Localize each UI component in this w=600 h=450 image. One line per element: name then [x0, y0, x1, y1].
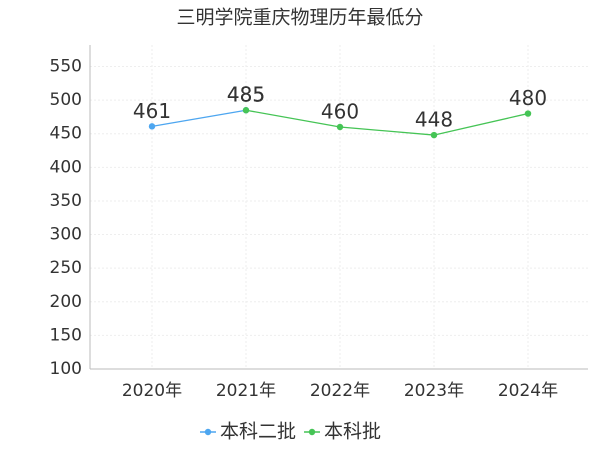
- legend-label: 本科批: [324, 421, 381, 443]
- point: [430, 131, 438, 139]
- legend-marker: [308, 428, 316, 436]
- data-label: 460: [321, 100, 359, 124]
- data-label: 480: [509, 86, 547, 110]
- y-tick-label: 250: [50, 258, 82, 278]
- series-line: [151, 109, 247, 127]
- y-tick-label: 400: [50, 157, 82, 177]
- chart-title: 三明学院重庆物理历年最低分: [176, 7, 423, 29]
- data-label: 448: [415, 108, 453, 132]
- legend-label: 本科二批: [220, 421, 296, 443]
- y-tick-label: 350: [50, 191, 82, 211]
- y-tick-label: 550: [50, 57, 82, 77]
- y-tick-label: 200: [50, 292, 82, 312]
- x-tick-label: 2020年: [122, 381, 182, 401]
- x-tick-label: 2022年: [310, 381, 370, 401]
- data-label: 461: [133, 99, 171, 123]
- point: [524, 110, 532, 117]
- series-line: [245, 109, 529, 136]
- y-tick-label: 300: [50, 225, 82, 245]
- x-tick-label: 2023年: [404, 381, 464, 401]
- point: [336, 123, 344, 131]
- y-tick-label: 150: [50, 325, 82, 345]
- x-tick-label: 2021年: [216, 381, 276, 401]
- y-tick-label: 100: [50, 359, 82, 379]
- point: [148, 123, 156, 130]
- y-tick-label: 450: [50, 124, 82, 144]
- data-label: 485: [227, 83, 265, 107]
- y-tick-label: 500: [50, 90, 82, 110]
- point: [242, 107, 250, 114]
- data-label: 485: [227, 83, 265, 107]
- legend-marker: [204, 428, 212, 436]
- x-tick-label: 2024年: [498, 381, 558, 401]
